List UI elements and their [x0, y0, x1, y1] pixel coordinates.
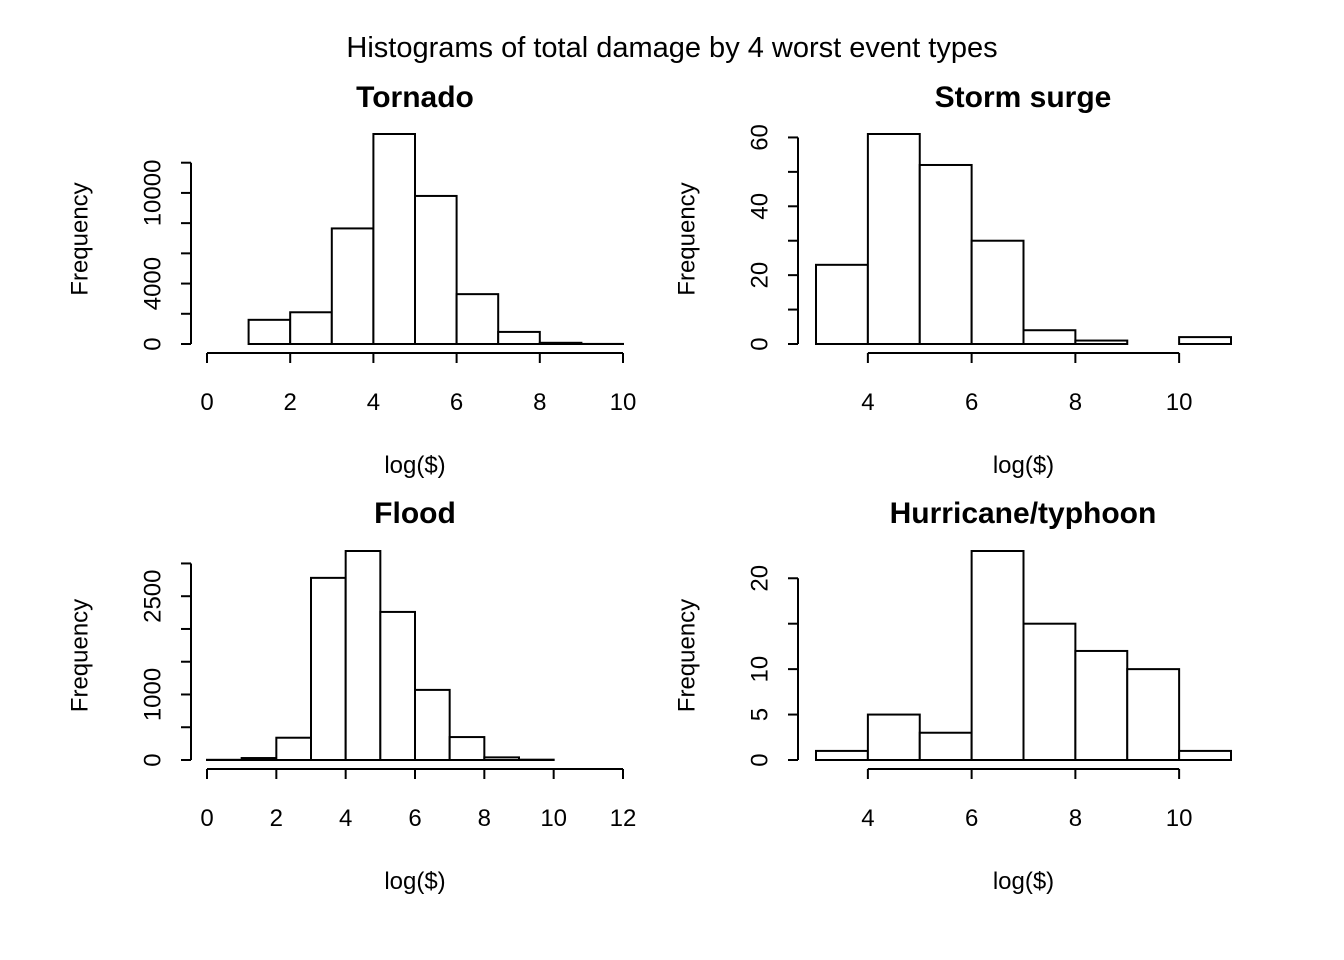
x-tick-label-hurricane-typhoon: 10 [1166, 805, 1193, 832]
y-tick-label-storm-surge: 40 [747, 193, 774, 220]
panel-title-storm-surge: Storm surge [935, 81, 1112, 114]
y-tick-label-hurricane-typhoon: 0 [747, 753, 774, 766]
panel-storm-surge: Storm surge 4 6 8 10 0 20 40 60 log($) Frequency [674, 81, 1232, 479]
bar-storm-surge-2 [918, 163, 973, 345]
x-tick-label-tornado: 6 [450, 389, 463, 416]
bar-tornado-6 [455, 293, 500, 346]
x-tick-label-tornado: 10 [610, 389, 637, 416]
x-tick-label-flood: 2 [270, 805, 283, 832]
bar-hurricane-typhoon-2 [918, 731, 973, 762]
bar-hurricane-typhoon-5 [1074, 649, 1129, 762]
x-tick-label-storm-surge: 4 [861, 389, 874, 416]
y-axis-label-storm-surge: Frequency [674, 182, 701, 295]
x-tick-label-tornado: 2 [284, 389, 297, 416]
panel-title-flood: Flood [374, 497, 456, 530]
x-axis-label-storm-surge: log($) [993, 452, 1054, 479]
bar-flood-4 [344, 550, 382, 761]
bar-tornado-1 [247, 318, 292, 345]
x-tick-label-storm-surge: 6 [965, 389, 978, 416]
x-tick-label-flood: 0 [200, 805, 213, 832]
bar-flood-6 [414, 688, 451, 761]
bar-flood-2 [275, 736, 313, 761]
y-tick-label-storm-surge: 60 [747, 124, 774, 151]
y-tick-label-tornado: 0 [140, 337, 167, 350]
panel-hurricane-typhoon: Hurricane/typhoon 4 6 8 10 0 5 10 20 log($) Freque… [674, 497, 1232, 895]
bar-tornado-4 [372, 133, 416, 345]
bar-storm-surge-5 [1074, 339, 1129, 345]
x-tick-label-hurricane-typhoon: 4 [861, 805, 874, 832]
bar-flood-8 [483, 756, 521, 762]
bar-tornado-8 [538, 341, 583, 346]
x-tick-label-tornado: 4 [367, 389, 380, 416]
bar-tornado-7 [497, 330, 541, 345]
y-tick-label-storm-surge: 20 [747, 262, 774, 289]
bar-hurricane-typhoon-7 [1178, 749, 1232, 761]
panel-flood: Flood 0 2 4 6 8 10 12 0 1000 2500 log($) Frequency [67, 497, 637, 895]
x-tick-label-flood: 8 [478, 805, 491, 832]
y-tick-label-flood: 1000 [140, 668, 167, 721]
x-tick-label-storm-surge: 8 [1069, 389, 1082, 416]
x-tick-label-tornado: 8 [533, 389, 546, 416]
y-axis-label-flood: Frequency [67, 599, 94, 712]
bar-flood-5 [379, 610, 417, 761]
bar-storm-surge-0 [815, 263, 869, 345]
x-axis-label-hurricane-typhoon: log($) [993, 868, 1054, 895]
x-tick-label-tornado: 0 [200, 389, 213, 416]
y-axis-label-tornado: Frequency [67, 182, 94, 295]
x-tick-label-flood: 12 [610, 805, 637, 832]
bar-storm-surge-1 [866, 133, 921, 345]
panel-tornado: Tornado 0 2 4 6 8 10 0 4000 10000 log($) Frequency [67, 81, 637, 479]
y-tick-label-hurricane-typhoon: 10 [747, 656, 774, 683]
panel-title-tornado: Tornado [356, 81, 474, 114]
bar-flood-1 [240, 757, 278, 762]
y-tick-label-hurricane-typhoon: 5 [747, 708, 774, 721]
bar-hurricane-typhoon-4 [1022, 622, 1077, 762]
y-tick-label-hurricane-typhoon: 20 [747, 565, 774, 592]
y-axis-label-hurricane-typhoon: Frequency [674, 599, 701, 712]
bar-tornado-2 [289, 311, 333, 345]
bar-tornado-3 [330, 227, 375, 345]
bar-tornado-5 [414, 194, 458, 345]
x-tick-label-storm-surge: 10 [1166, 389, 1193, 416]
bar-flood-7 [448, 736, 486, 762]
x-tick-label-flood: 6 [408, 805, 421, 832]
bar-storm-surge-7 [1178, 336, 1232, 345]
bar-storm-surge-4 [1022, 329, 1077, 346]
y-tick-label-flood: 2500 [140, 570, 167, 623]
x-axis-label-flood: log($) [384, 868, 445, 895]
x-tick-label-hurricane-typhoon: 6 [965, 805, 978, 832]
x-tick-label-hurricane-typhoon: 8 [1069, 805, 1082, 832]
figure-title: Histograms of total damage by 4 worst ev… [346, 32, 997, 64]
panel-title-hurricane-typhoon: Hurricane/typhoon [890, 497, 1157, 530]
bar-hurricane-typhoon-3 [970, 550, 1025, 761]
y-tick-label-tornado: 10000 [140, 160, 167, 227]
bar-storm-surge-3 [970, 239, 1025, 345]
bar-flood-3 [310, 576, 347, 761]
bar-hurricane-typhoon-1 [866, 713, 921, 762]
x-tick-label-flood: 10 [540, 805, 567, 832]
bar-hurricane-typhoon-6 [1126, 668, 1181, 761]
x-axis-label-tornado: log($) [384, 452, 445, 479]
x-tick-label-flood: 4 [339, 805, 352, 832]
bar-hurricane-typhoon-0 [815, 749, 869, 761]
y-tick-label-flood: 0 [140, 753, 167, 766]
y-tick-label-tornado: 4000 [140, 257, 167, 310]
y-tick-label-storm-surge: 0 [747, 337, 774, 350]
